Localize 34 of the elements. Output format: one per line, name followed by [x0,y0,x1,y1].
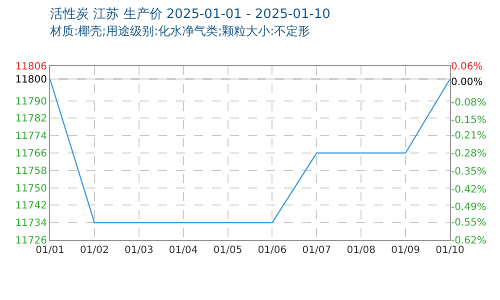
y-tick-label: 11726 [15,236,47,246]
x-tick-label: 01/03 [124,245,154,256]
y-tick-label: 11750 [15,183,47,194]
x-tick-label: 01/10 [436,245,464,256]
y-tick-label: 11800 [15,74,47,86]
x-tick-label: 01/01 [36,245,64,256]
x-tick-label: 01/09 [391,245,420,256]
y2-tick-label: -0.21% [451,130,486,142]
x-tick-label: 01/06 [258,245,287,256]
chart-subtitle: 材质:椰壳;用途级别:化水净气类;颗粒大小:不定形 [49,24,310,38]
y2-tick-label: -0.55% [451,218,486,229]
y2-tick-label: -0.15% [451,115,486,126]
y-tick-label: 11734 [15,218,47,230]
x-tick-label: 01/08 [346,245,376,256]
y2-tick-label: -0.28% [451,148,486,160]
y-tick-label: 11790 [15,96,47,108]
y-tick-label: 11766 [15,148,47,160]
y2-tick-label: -0.08% [451,97,486,108]
x-tick-label: 01/07 [302,245,332,256]
y2-tick-label: -0.35% [451,166,486,178]
x-tick-label: 01/04 [168,245,198,256]
y-tick-label: 11742 [15,200,47,212]
y2-tick-label: 0.00% [451,76,483,88]
y-tick-label: 11806 [15,62,47,72]
y-tick-label: 11758 [15,166,47,177]
x-tick-label: 01/02 [80,245,109,256]
x-tick-label: 01/05 [213,245,242,256]
y-tick-label: 11782 [15,114,47,125]
y2-tick-label: 0.06% [451,62,483,72]
chart-title: 活性炭 江苏 生产价 2025-01-01 - 2025-01-10 [50,7,330,22]
y2-tick-label: -0.42% [451,184,486,196]
y2-tick-label: -0.62% [451,236,486,246]
y-tick-label: 11774 [15,131,47,142]
y2-tick-label: -0.49% [451,202,486,214]
